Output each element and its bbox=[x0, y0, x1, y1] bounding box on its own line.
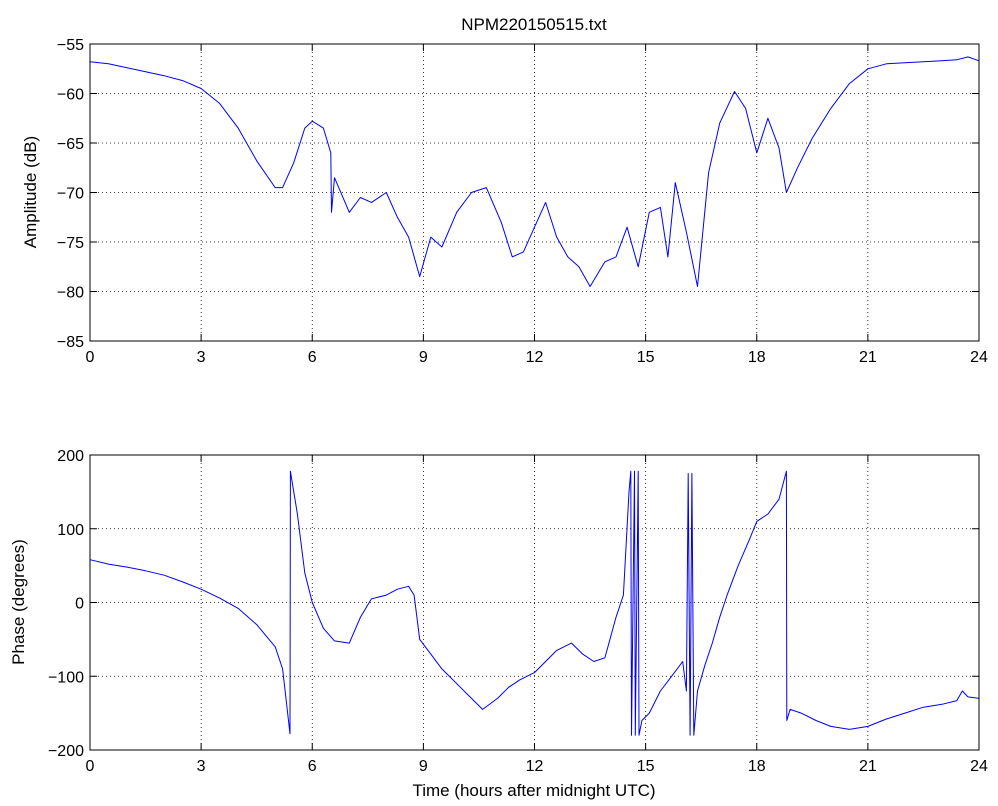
phase-x-tick-label: 3 bbox=[197, 758, 206, 775]
amplitude-y-tick-label: −70 bbox=[57, 186, 84, 203]
phase-x-tick-label: 6 bbox=[308, 758, 317, 775]
amplitude-x-tick-label: 0 bbox=[86, 349, 95, 366]
amplitude-y-tick-label: −55 bbox=[57, 37, 84, 54]
amplitude-x-tick-labels: 0 3 6 9 12 15 18 21 24 bbox=[86, 349, 988, 366]
amplitude-x-tick-label: 3 bbox=[197, 349, 206, 366]
phase-y-tick-labels: 200 100 0 −100 −200 bbox=[48, 448, 84, 760]
phase-y-tick-label: −100 bbox=[48, 669, 84, 686]
amplitude-gridlines bbox=[90, 44, 979, 341]
amplitude-y-axis-label: Amplitude (dB) bbox=[21, 136, 40, 248]
phase-y-axis-label: Phase (degrees) bbox=[9, 539, 28, 665]
phase-x-tick-label: 9 bbox=[419, 758, 428, 775]
amplitude-x-tick-label: 9 bbox=[419, 349, 428, 366]
phase-panel: 0 3 6 9 12 15 18 21 24 200 100 0 −100 −200 Phase (de… bbox=[9, 448, 988, 800]
phase-x-tick-label: 18 bbox=[748, 758, 766, 775]
amplitude-y-tick-label: −65 bbox=[57, 136, 84, 153]
phase-y-tick-label: 0 bbox=[75, 596, 84, 613]
phase-y-tick-label: −200 bbox=[48, 743, 84, 760]
amplitude-y-tick-label: −85 bbox=[57, 334, 84, 351]
phase-plot-frame bbox=[89, 454, 980, 751]
chart-title: NPM220150515.txt bbox=[461, 15, 607, 34]
amplitude-y-tick-label: −75 bbox=[57, 235, 84, 252]
phase-series-line bbox=[89, 470, 980, 736]
phase-x-axis-label: Time (hours after midnight UTC) bbox=[412, 781, 655, 800]
phase-x-tick-labels: 0 3 6 9 12 15 18 21 24 bbox=[86, 758, 988, 775]
phase-y-tick-label: 200 bbox=[57, 448, 84, 465]
phase-gridlines bbox=[90, 455, 979, 750]
amplitude-x-tick-label: 12 bbox=[526, 349, 544, 366]
amplitude-plot-frame bbox=[89, 43, 980, 342]
amplitude-y-tick-labels: −55 −60 −65 −70 −75 −80 −85 bbox=[57, 37, 84, 351]
amplitude-x-tick-label: 15 bbox=[637, 349, 655, 366]
amplitude-y-tick-label: −60 bbox=[57, 87, 84, 104]
amplitude-series-line bbox=[89, 56, 980, 287]
amplitude-y-tick-label: −80 bbox=[57, 285, 84, 302]
amplitude-x-tick-label: 21 bbox=[859, 349, 877, 366]
amplitude-panel: 0 3 6 9 12 15 18 21 24 −55 −60 −65 −70 −75 −80 −85 Amp… bbox=[21, 37, 988, 366]
phase-x-tick-label: 0 bbox=[86, 758, 95, 775]
amplitude-x-tick-label: 24 bbox=[970, 349, 988, 366]
phase-y-tick-label: 100 bbox=[57, 522, 84, 539]
phase-x-tick-label: 21 bbox=[859, 758, 877, 775]
amplitude-x-tick-label: 18 bbox=[748, 349, 766, 366]
amplitude-x-tick-label: 6 bbox=[308, 349, 317, 366]
phase-x-tick-label: 12 bbox=[526, 758, 544, 775]
phase-x-tick-label: 15 bbox=[637, 758, 655, 775]
phase-x-tick-label: 24 bbox=[970, 758, 988, 775]
